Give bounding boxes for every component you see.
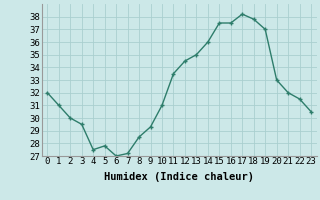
X-axis label: Humidex (Indice chaleur): Humidex (Indice chaleur): [104, 172, 254, 182]
